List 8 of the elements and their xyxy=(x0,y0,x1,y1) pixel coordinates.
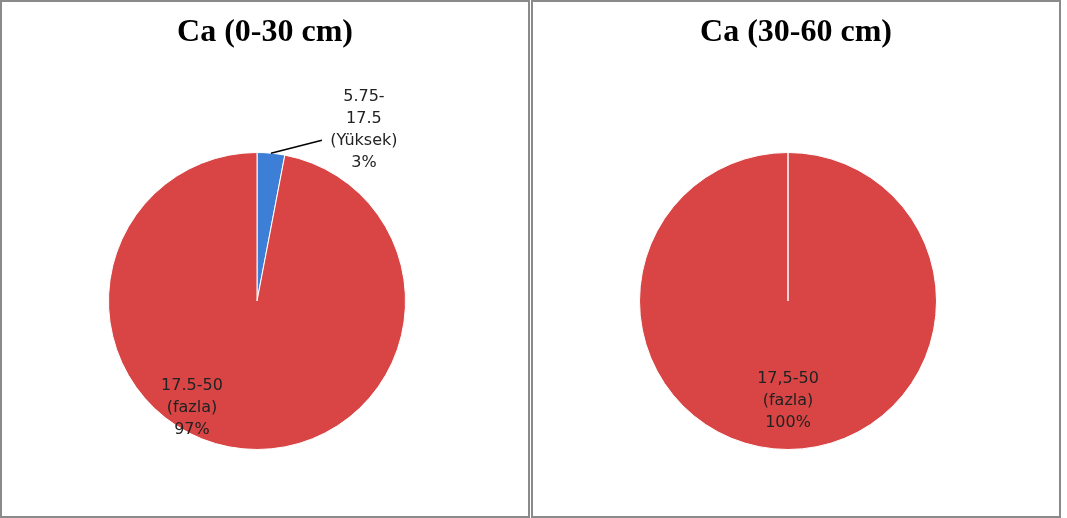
chart-title: Ca (30-60 cm) xyxy=(699,12,893,49)
slice-label: 17,5-50 (fazla) xyxy=(757,367,819,409)
data-label: 100% xyxy=(765,411,811,431)
slice-label: 17.5-50 (fazla) xyxy=(161,374,223,416)
data-label: 97% xyxy=(174,418,210,438)
chart-title: Ca (0-30 cm) xyxy=(176,12,354,49)
data-label: 3% xyxy=(351,152,377,172)
slice-label: 5.75- 17.5 (Yüksek) xyxy=(330,86,398,150)
